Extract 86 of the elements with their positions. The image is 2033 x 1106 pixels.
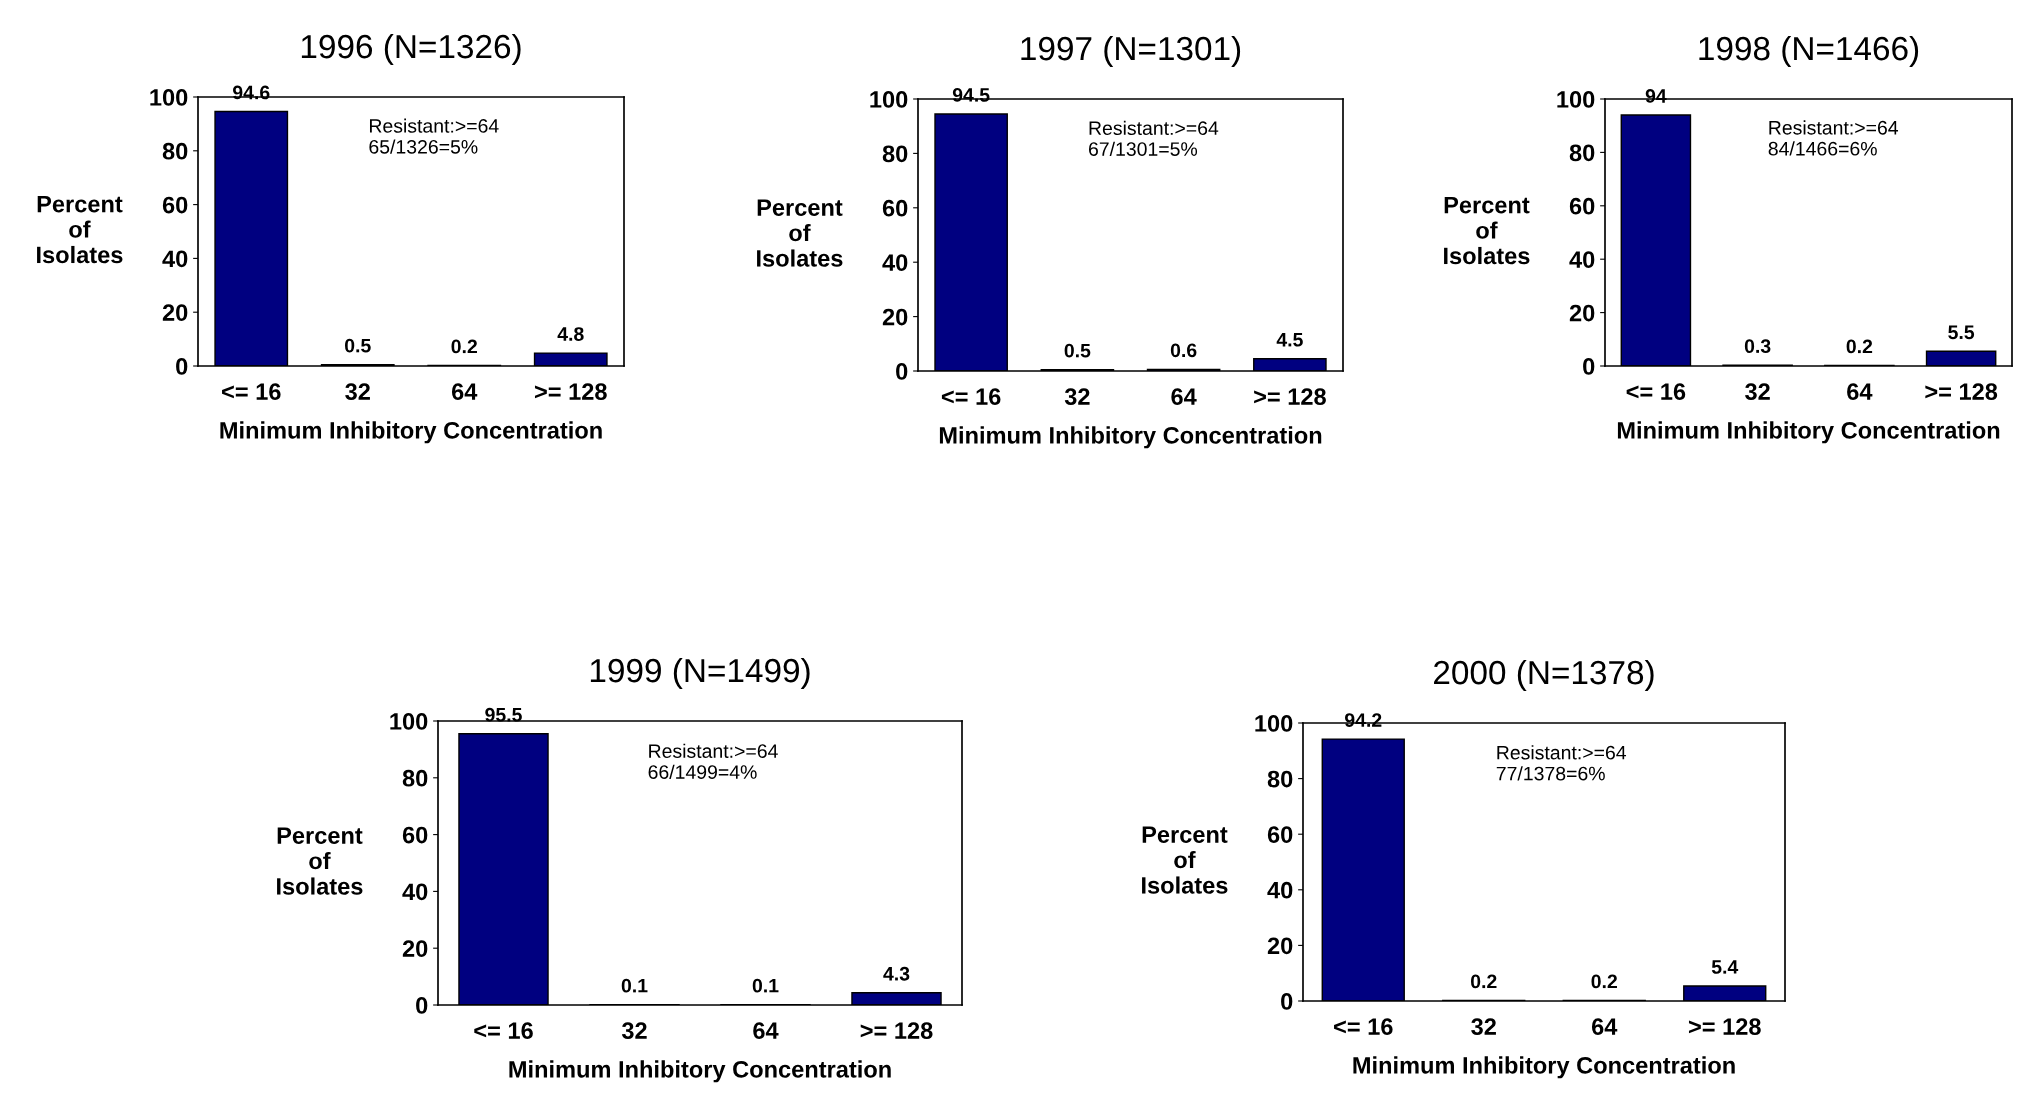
y-axis-title: Percent of Isolates [277,827,363,895]
y-tick-label: 20 [162,304,188,321]
y-axis-title: Percent of Isolates [37,195,123,264]
data-label: 0.1 [752,978,779,993]
y-axis-title: Percent of Isolates [757,199,843,267]
y-tick-label: 40 [1267,881,1293,899]
y-tick-label: 0 [1583,358,1595,375]
y-tick-label: 80 [882,145,908,163]
data-label: 4.3 [883,966,910,981]
chart-title: 1997 (N=1301) [1021,35,1241,68]
data-label: 0.1 [621,978,648,993]
data-label: 0.6 [1170,343,1197,358]
x-tick-label: <= 16 [1626,383,1686,401]
x-axis-title: Minimum Inhibitory Concentration [509,1060,891,1083]
y-axis-title: Percent of Isolates [1444,196,1530,265]
x-tick-label: 32 [345,383,370,401]
y-tick-label: 0 [416,997,428,1014]
chart-title: 1998 (N=1466) [1699,35,1919,68]
y-tick-label: 80 [1267,770,1293,788]
data-label: 0.2 [1591,974,1617,989]
y-tick-label: 100 [390,713,428,730]
y-axis-title: Percent of Isolates [1142,826,1228,894]
x-axis-title: Minimum Inhibitory Concentration [220,421,602,444]
y-tick-label: 100 [870,91,908,108]
y-tick-label: 40 [162,250,188,268]
x-tick-label: >= 128 [534,383,607,401]
x-tick-label: <= 16 [1334,1018,1393,1036]
annotation: Resistant:>=64 67/1301=5% [1088,120,1219,156]
x-axis-title: Minimum Inhibitory Concentration [1353,1056,1735,1079]
x-tick-label: >= 128 [1688,1018,1761,1036]
y-tick-label: 20 [882,308,908,326]
data-label: 0.3 [1744,339,1771,354]
y-tick-label: 80 [162,142,188,160]
y-tick-label: 80 [402,769,428,787]
x-tick-label: 64 [1847,383,1873,401]
y-tick-label: 60 [162,196,188,214]
x-tick-label: >= 128 [860,1022,933,1040]
y-tick-label: 40 [402,883,428,901]
data-label: 0.2 [1471,974,1497,989]
y-tick-label: 100 [1557,91,1595,108]
data-label: 4.5 [1276,333,1303,347]
y-tick-label: 100 [1255,715,1293,732]
y-tick-label: 0 [1281,993,1293,1010]
x-tick-label: <= 16 [222,383,281,401]
x-tick-label: 32 [621,1022,647,1040]
x-axis-title: Minimum Inhibitory Concentration [939,426,1322,449]
y-tick-label: 60 [882,199,908,217]
chart-title: 1999 (N=1499) [590,657,810,690]
data-label: 0.5 [345,338,371,353]
data-label: 5.5 [1948,325,1975,340]
y-tick-label: 0 [176,358,188,375]
annotation: Resistant:>=64 77/1378=6% [1496,745,1627,781]
chart-title: 1996 (N=1326) [301,33,521,66]
x-tick-label: 32 [1745,383,1770,401]
y-tick-label: 40 [882,254,908,271]
annotation: Resistant:>=64 66/1499=4% [648,743,778,779]
y-tick-label: 60 [1569,197,1595,215]
y-tick-label: 20 [1267,937,1293,955]
x-tick-label: 64 [1171,388,1197,406]
y-tick-label: 60 [1267,826,1293,843]
x-tick-label: 32 [1064,388,1090,406]
annotation: Resistant:>=64 65/1326=5% [369,118,499,154]
y-tick-label: 100 [150,89,188,106]
y-tick-label: 40 [1569,251,1595,268]
data-label: 0.2 [1846,339,1873,354]
y-tick-label: 0 [896,363,908,380]
data-label: 0.2 [451,339,477,354]
x-tick-label: <= 16 [474,1022,533,1040]
x-tick-label: >= 128 [1925,383,1998,401]
x-tick-label: 64 [451,383,478,401]
data-label: 0.5 [1064,343,1091,358]
x-tick-label: <= 16 [941,388,1001,406]
x-tick-label: >= 128 [1254,388,1326,406]
y-tick-label: 80 [1569,144,1595,162]
data-label: 5.4 [1711,960,1739,974]
y-tick-label: 20 [402,940,428,957]
y-tick-label: 20 [1569,304,1595,322]
x-tick-label: 64 [1591,1018,1618,1036]
y-tick-label: 60 [402,826,428,844]
x-tick-label: 32 [1471,1018,1496,1036]
annotation: Resistant:>=64 84/1466=6% [1768,120,1899,156]
data-label: 4.8 [557,327,584,341]
x-axis-title: Minimum Inhibitory Concentration [1617,421,2000,444]
chart-title: 2000 (N=1378) [1434,659,1654,692]
x-tick-label: 64 [753,1022,779,1040]
data-label: 95.5 [485,707,522,722]
